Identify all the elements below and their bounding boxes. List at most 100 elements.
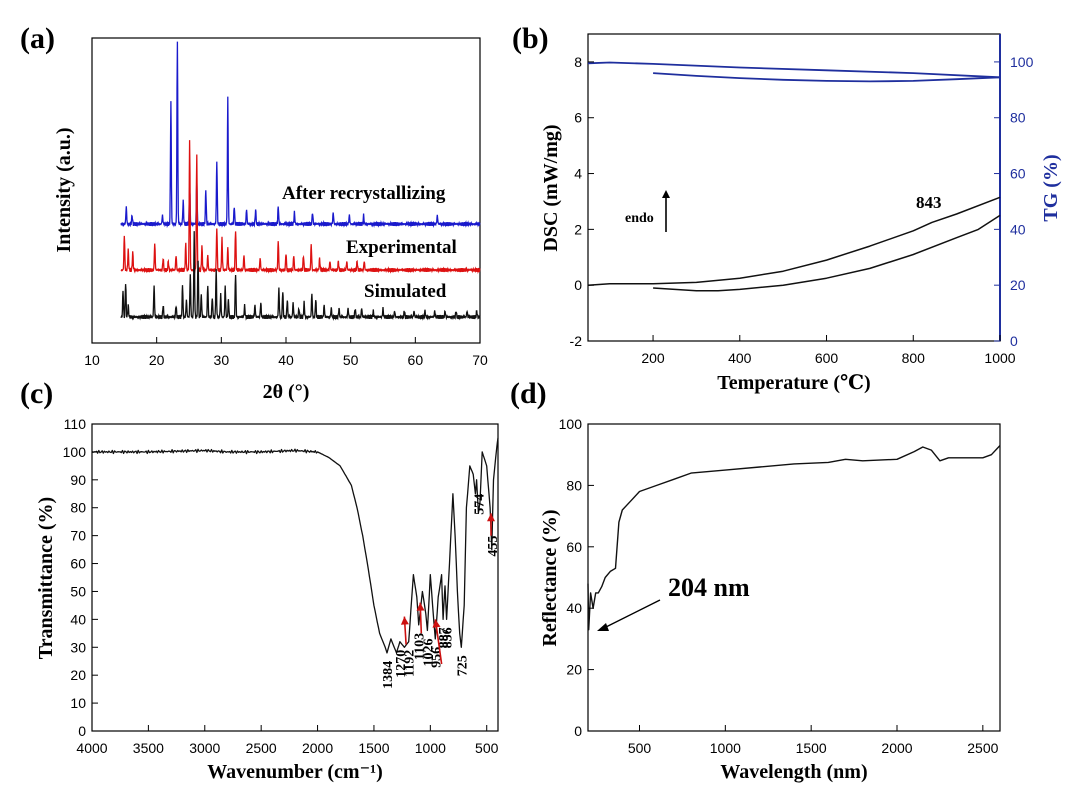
annotation-endo: endo — [625, 211, 654, 226]
x-tick-label-d: 1500 — [796, 740, 827, 756]
y-tick-label-b: 6 — [574, 110, 582, 126]
y-axis-title-a: Intensity (a.u.) — [53, 127, 75, 252]
series-group-c — [91, 437, 499, 654]
series-line-experimental — [120, 140, 481, 275]
x-tick-label-a: 30 — [214, 352, 230, 368]
peak-label-725: 725 — [455, 655, 470, 676]
panel-a: (a) 10 20 30 40 50 60 70 2θ (°) Intensity (a.u… — [20, 22, 488, 403]
panel-d: (d) 500 1000 1500 2000 2500 0 20 40 60 80 100 Wave… — [510, 377, 1001, 783]
series-line-dsc-heating — [587, 196, 1001, 286]
y-tick-label-b: 0 — [574, 277, 582, 293]
ticks-a: 10 20 30 40 50 60 70 — [84, 337, 488, 368]
x-axis-title-d: Wavelength (nm) — [720, 761, 867, 783]
annotation-204nm-arrowhead — [597, 623, 609, 631]
x-tick-label-c: 500 — [475, 740, 499, 756]
y-tick-label-d: 40 — [566, 600, 582, 616]
x-tick-label-b: 600 — [815, 350, 839, 366]
x-tick-label-b: 1000 — [984, 350, 1015, 366]
panel-label-a: (a) — [20, 22, 55, 55]
y-tick-label-b: -2 — [570, 333, 583, 349]
peak-label-1103: 1103 — [413, 633, 428, 660]
plot-frame-d — [587, 423, 1001, 732]
y-tick-label-d: 80 — [566, 477, 582, 493]
panel-b: (b) 200 400 600 800 1000-202468020406080100 … — [512, 22, 1062, 394]
plot-frame-c — [91, 423, 499, 732]
x-axis-title-a: 2θ (°) — [263, 381, 310, 403]
panel-c: (c) 4000 3500 3000 2500 2000 1500 1000 500 0 10 20… — [20, 377, 501, 783]
x-tick-label-a: 70 — [472, 352, 488, 368]
peak-label-887: 887 — [437, 627, 452, 648]
series-line-reflectance — [587, 445, 1001, 631]
y-axis-title-d: Reflectance (%) — [539, 509, 561, 646]
x-tick-label-a: 60 — [408, 352, 424, 368]
panel-label-d: (d) — [510, 377, 547, 410]
y-tick-label-c: 70 — [70, 528, 86, 544]
x-tick-label-d: 2000 — [881, 740, 912, 756]
annotation-204nm: 204 nm — [668, 573, 750, 602]
x-tick-label-b: 400 — [728, 350, 752, 366]
peak-arrow-head — [432, 619, 441, 628]
y-tick-label-c: 100 — [63, 444, 87, 460]
series-label-simulated: Simulated — [364, 281, 447, 302]
x-tick-label-c: 2000 — [302, 740, 333, 756]
y-tick-label-b: 8 — [574, 54, 582, 70]
x-tick-label-d: 2500 — [967, 740, 998, 756]
y2-tick-label-b: 100 — [1010, 54, 1034, 70]
series-line-ftir — [91, 437, 499, 654]
peak-label-1192: 1192 — [403, 650, 418, 677]
y2-tick-label-b: 20 — [1010, 277, 1026, 293]
y-tick-label-c: 80 — [70, 500, 86, 516]
series-label-after-recrystallizing: After recrystallizing — [282, 183, 446, 204]
y2-tick-label-b: 60 — [1010, 166, 1026, 182]
x-axis-title-b: Temperature (℃) — [717, 372, 870, 394]
y-tick-label-c: 20 — [70, 667, 86, 683]
x-tick-label-c: 3000 — [189, 740, 220, 756]
y-tick-label-b: 2 — [574, 221, 582, 237]
x-tick-label-d: 1000 — [710, 740, 741, 756]
x-tick-label-a: 50 — [343, 352, 359, 368]
y-tick-label-c: 90 — [70, 472, 86, 488]
peak-label-1384: 1384 — [381, 661, 396, 689]
series-group-d — [587, 445, 1001, 631]
y2-tick-label-b: 0 — [1010, 333, 1018, 349]
y2-tick-label-b: 40 — [1010, 221, 1026, 237]
y-tick-label-c: 50 — [70, 583, 86, 599]
endo-arrow-head — [662, 190, 670, 198]
y-tick-label-d: 100 — [559, 416, 583, 432]
y-axis-title-c: Transmittance (%) — [35, 497, 57, 659]
series-group-a — [120, 41, 481, 321]
y-axis-title-b: DSC (mW/mg) — [540, 124, 562, 251]
peak-arrow-head — [487, 513, 495, 522]
ticks-c: 4000 3500 3000 2500 2000 1500 1000 500 0 10 20 30 40… — [63, 416, 499, 756]
y-tick-label-b: 4 — [574, 166, 582, 182]
peak-label-856: 856 — [441, 627, 456, 648]
x-axis-title-c: Wavenumber (cm⁻¹) — [207, 761, 383, 783]
series-group-b — [587, 61, 1001, 292]
y-tick-label-c: 30 — [70, 639, 86, 655]
y-tick-label-d: 0 — [574, 723, 582, 739]
peak-label-1026: 1026 — [421, 639, 436, 667]
peak-label-956: 956 — [429, 647, 444, 668]
y-tick-label-c: 10 — [70, 695, 86, 711]
panel-label-b: (b) — [512, 22, 549, 55]
series-label-experimental: Experimental — [346, 237, 457, 258]
y2-axis-title-b: TG (%) — [1040, 154, 1062, 221]
x-tick-label-c: 3500 — [133, 740, 164, 756]
ticks-d: 500 1000 1500 2000 2500 0 20 40 60 80 100 — [559, 416, 999, 756]
y-tick-label-c: 60 — [70, 556, 86, 572]
y-tick-label-c: 0 — [78, 723, 86, 739]
x-tick-label-c: 1000 — [415, 740, 446, 756]
series-line-tg-cooling — [653, 72, 1001, 83]
annotation-843: 843 — [916, 193, 942, 212]
peak-label-574: 574 — [472, 494, 487, 515]
peak-label-1270: 1270 — [394, 650, 409, 678]
series-line-tg-heating — [587, 61, 1001, 79]
x-tick-label-b: 200 — [641, 350, 665, 366]
annotation-204nm-arrow — [603, 599, 661, 629]
y2-tick-label-b: 80 — [1010, 110, 1026, 126]
peak-arrow-head — [400, 616, 409, 625]
x-tick-label-d: 500 — [628, 740, 652, 756]
